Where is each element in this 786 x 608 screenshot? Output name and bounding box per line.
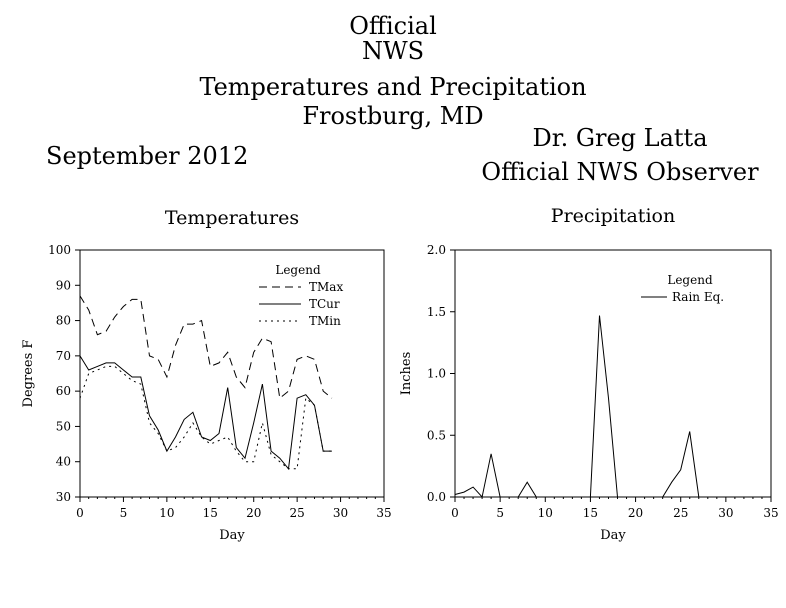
x-tick-label: 25 — [673, 506, 688, 520]
x-tick-label: 35 — [376, 506, 391, 520]
y-tick-label: 1.5 — [427, 305, 446, 319]
x-tick-label: 5 — [496, 506, 504, 520]
legend-title: Legend — [275, 263, 321, 277]
series-line-rain-eq- — [454, 315, 717, 499]
y-tick-label: 0.5 — [427, 428, 446, 442]
y-tick-label: 1.0 — [427, 367, 446, 381]
y-tick-label: 100 — [48, 243, 71, 257]
y-tick-label: 30 — [56, 490, 71, 504]
y-tick-label: 80 — [56, 314, 71, 328]
month-label: September 2012 — [46, 142, 249, 170]
x-tick-label: 10 — [159, 506, 174, 520]
x-tick-label: 20 — [246, 506, 261, 520]
y-tick-label: 2.0 — [427, 243, 446, 257]
y-axis-label: Degrees F — [21, 340, 36, 408]
x-tick-label: 15 — [583, 506, 598, 520]
y-tick-label: 40 — [56, 455, 71, 469]
x-tick-label: 0 — [451, 506, 459, 520]
x-axis-label: Day — [219, 528, 245, 543]
y-tick-label: 60 — [56, 384, 71, 398]
title-line-temps-precip: Temperatures and Precipitation — [199, 73, 587, 101]
plot-frame — [454, 249, 772, 498]
temperature-chart: Temperatures 0 5 10 15 20 25 30 35 30 40 50 60 70 80 90… — [21, 207, 392, 543]
title-line-nws: NWS — [361, 37, 425, 65]
y-axis-label: Inches — [399, 352, 414, 396]
y-tick-label: 50 — [56, 419, 71, 433]
precipitation-chart: Precipitation 0 5 10 15 20 25 30 35 0.0 0.5 1.0 1.5 2… — [399, 205, 779, 543]
legend-entry: TMin — [309, 314, 341, 328]
x-tick-label: 15 — [203, 506, 218, 520]
y-tick-label: 70 — [56, 349, 71, 363]
plot-frame — [79, 249, 385, 498]
x-tick-label: 20 — [628, 506, 643, 520]
observer-name: Dr. Greg Latta — [532, 124, 708, 152]
legend-entry: TMax — [309, 280, 343, 294]
legend-entry: TCur — [309, 297, 340, 311]
x-tick-label: 30 — [718, 506, 733, 520]
x-tick-label: 35 — [763, 506, 778, 520]
chart-title: Temperatures — [165, 207, 299, 229]
x-tick-label: 0 — [76, 506, 84, 520]
title-line-location: Frostburg, MD — [302, 102, 484, 130]
chart-title: Precipitation — [551, 205, 675, 227]
observer-role: Official NWS Observer — [481, 158, 759, 186]
series-line-tmax — [79, 295, 333, 400]
x-tick-label: 25 — [290, 506, 305, 520]
x-tick-label: 5 — [120, 506, 128, 520]
x-tick-label: 10 — [538, 506, 553, 520]
x-tick-label: 30 — [333, 506, 348, 520]
x-axis-label: Day — [600, 528, 626, 543]
legend-title: Legend — [667, 273, 713, 287]
y-tick-label: 90 — [56, 278, 71, 292]
title-line-official: Official — [349, 12, 437, 40]
series-line-tmin — [79, 365, 332, 470]
y-tick-label: 0.0 — [427, 490, 446, 504]
legend-entry: Rain Eq. — [672, 290, 724, 304]
series-line-tcur — [79, 355, 332, 471]
